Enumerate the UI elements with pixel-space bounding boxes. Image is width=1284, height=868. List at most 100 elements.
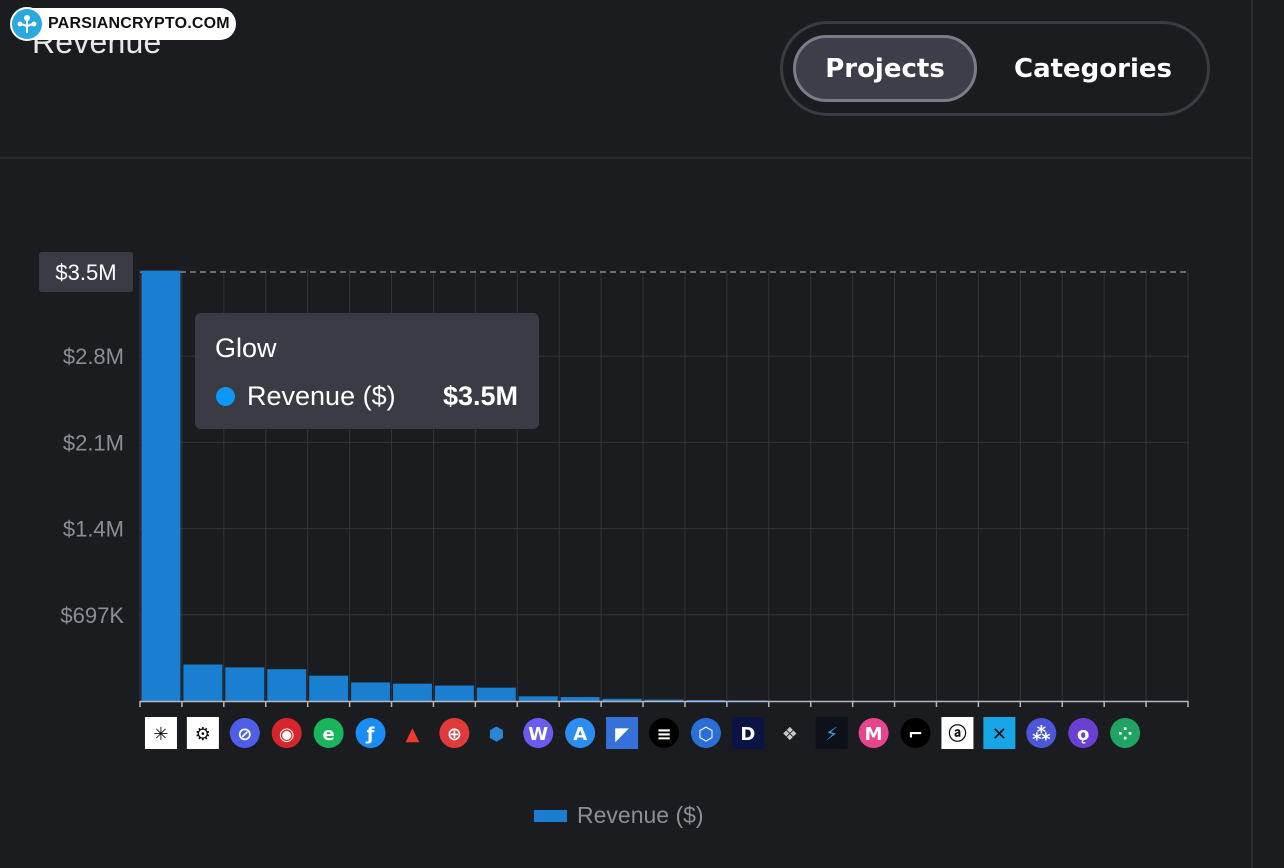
icon-glyph: ǫ: [1077, 724, 1089, 745]
icon-bg: [941, 717, 974, 749]
icon-bg: [480, 717, 513, 749]
bar: [476, 687, 516, 701]
bar: [267, 669, 307, 701]
bar: [434, 685, 474, 701]
bar: [183, 664, 223, 701]
icon-glyph: e: [323, 724, 335, 745]
icon-bg: [900, 718, 931, 748]
legend-label: Revenue ($): [577, 802, 704, 828]
bar: [602, 698, 642, 701]
icon-bg: [773, 717, 806, 749]
icon-bg: [396, 717, 429, 749]
bar: [728, 700, 768, 701]
icon-glyph: M: [865, 724, 883, 745]
tooltip-series-label: Revenue ($): [247, 381, 396, 411]
icon-glyph: ▲: [406, 724, 420, 745]
black-square-icon: ≡: [649, 718, 679, 748]
gray-layers-icon: ❖: [773, 717, 806, 749]
watermark-logo-icon: [10, 7, 44, 41]
icon-glyph: A: [573, 724, 587, 745]
icon-glyph: ≡: [656, 724, 671, 745]
y-tick-label: $3.5M: [55, 260, 116, 285]
purple-o-icon: ǫ: [1068, 718, 1099, 748]
bar: [560, 697, 600, 701]
red-triangle-icon: ▲: [396, 717, 429, 749]
icon-glyph: ⊕: [447, 724, 462, 745]
icon-bg: [271, 718, 302, 748]
blue-hexagon-icon: ⬡: [690, 718, 721, 748]
panel-right-strip: [1253, 0, 1284, 868]
chart-tooltip: Glow Revenue ($) $3.5M: [195, 313, 539, 429]
icon-bg: [439, 718, 470, 748]
icon-glyph: ⁂: [1032, 724, 1051, 745]
watermark-badge: PARSIANCRYPTO.COM: [10, 7, 236, 41]
icon-glyph: W: [528, 724, 548, 745]
bar: [309, 675, 349, 701]
icon-bg: [649, 718, 679, 748]
bar: [686, 700, 726, 701]
icon-glyph: ⚙: [195, 724, 211, 745]
white-a-icon: ⓐ: [941, 717, 974, 749]
bar: [351, 682, 391, 701]
watermark-text: PARSIANCRYPTO.COM: [48, 15, 230, 32]
icon-bg: [858, 718, 889, 748]
icon-bg: [523, 718, 554, 748]
icon-glyph: ❖: [782, 724, 798, 745]
icon-glyph: ⬡: [698, 724, 714, 745]
blue-hex-icon: ⬢: [480, 717, 513, 749]
y-tick-highlight: [39, 252, 133, 292]
legend-swatch: [534, 809, 567, 822]
toggle-projects-button[interactable]: Projects: [793, 35, 977, 102]
icon-glyph: ⬢: [488, 724, 504, 745]
tooltip-title: Glow: [215, 333, 277, 363]
icon-glyph: ⁘: [1118, 724, 1133, 745]
bar: [393, 683, 432, 701]
icon-bg: [1026, 718, 1057, 748]
icon-bg: [229, 718, 260, 748]
view-toggle: Projects Categories: [780, 21, 1210, 116]
asterisk-icon: ✳: [144, 717, 177, 749]
y-tick-label: $2.1M: [63, 430, 124, 455]
red-target-icon: ◉: [271, 718, 302, 748]
blue-a-icon: A: [565, 718, 596, 748]
blue-f-icon: ƒ: [355, 718, 386, 748]
icon-bg: [186, 717, 219, 749]
blue-swirl-icon: ⊘: [229, 718, 260, 748]
icon-glyph: ◉: [279, 724, 295, 745]
icon-bg: [144, 717, 177, 749]
toggle-categories-button[interactable]: Categories: [1013, 53, 1172, 84]
icon-glyph: ⊘: [237, 724, 252, 745]
gear-icon: ⚙: [186, 717, 219, 749]
tooltip-series-dot: [216, 387, 235, 406]
bar: [518, 696, 558, 701]
icon-bg: [1068, 718, 1099, 748]
dark-box-icon: ⚡: [815, 717, 848, 749]
black-circle-icon: ⌐: [900, 718, 931, 748]
green-e-icon: e: [313, 718, 344, 748]
icon-bg: [815, 717, 848, 749]
header-divider: [0, 157, 1251, 159]
icon-glyph: D: [740, 724, 755, 745]
chart-legend[interactable]: Revenue ($): [534, 802, 704, 829]
icon-glyph: ✳: [153, 724, 168, 745]
y-tick-label: $2.8M: [63, 344, 124, 369]
icon-bg: [731, 717, 764, 749]
purple-dots-icon: ⁂: [1026, 718, 1057, 748]
icon-glyph: ✕: [992, 724, 1007, 745]
icon-glyph: ⓐ: [948, 723, 966, 745]
pink-m-icon: M: [858, 718, 889, 748]
icon-bg: [355, 718, 386, 748]
bar: [141, 270, 181, 701]
blue-x-icon: ✕: [983, 717, 1016, 749]
icon-bg: [1110, 718, 1141, 748]
icon-bg: [313, 718, 344, 748]
tooltip-value: $3.5M: [442, 381, 518, 411]
icon-bg: [983, 717, 1016, 749]
y-tick-label: $1.4M: [63, 517, 124, 542]
blue-shape-icon: ◤: [606, 717, 639, 749]
panel-right-border: [1251, 0, 1253, 868]
icon-bg: [690, 718, 721, 748]
red-globe-icon: ⊕: [439, 718, 470, 748]
bar: [225, 667, 265, 701]
